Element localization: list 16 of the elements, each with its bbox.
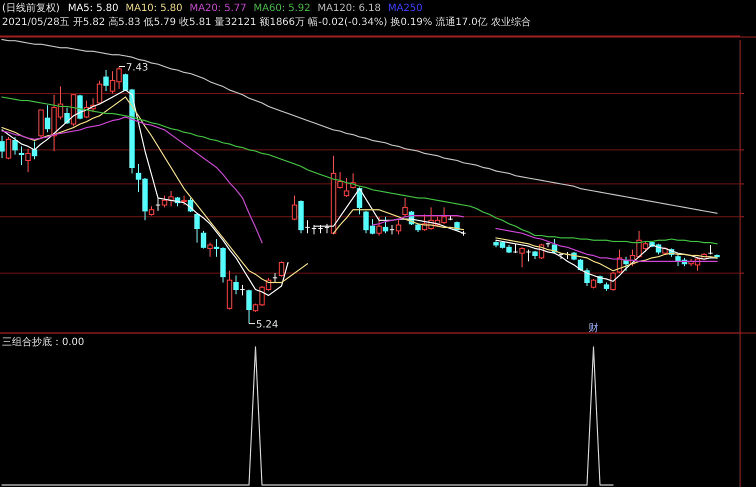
chart-title: 三组合抄底：0.00 [2,336,84,348]
text: MA10: 5.80 [125,3,182,14]
candlestick [18,146,24,166]
candlestick [25,148,31,173]
chart-subtitle: 2021/05/28五 开5.82 高5.83 低5.79 收5.81 量32121 额1866万 幅-0.02(-0.34%) 换0.19% 流通17.0亿 农业综合 [2,16,531,28]
text: MA120: 6.18 [318,3,381,14]
annotation: 5.24 [256,320,278,331]
text: MA20: 5.77 [189,3,246,14]
annotation: 财 [588,322,598,334]
candlestick [233,274,239,295]
candlestick [44,104,50,133]
annotation: 7.43 [126,62,148,74]
text: MA250 [388,3,422,14]
text: MA5: 5.80 [68,3,118,14]
chart-title: (日线前复权) [2,2,60,14]
text: MA60: 5.92 [254,3,311,14]
